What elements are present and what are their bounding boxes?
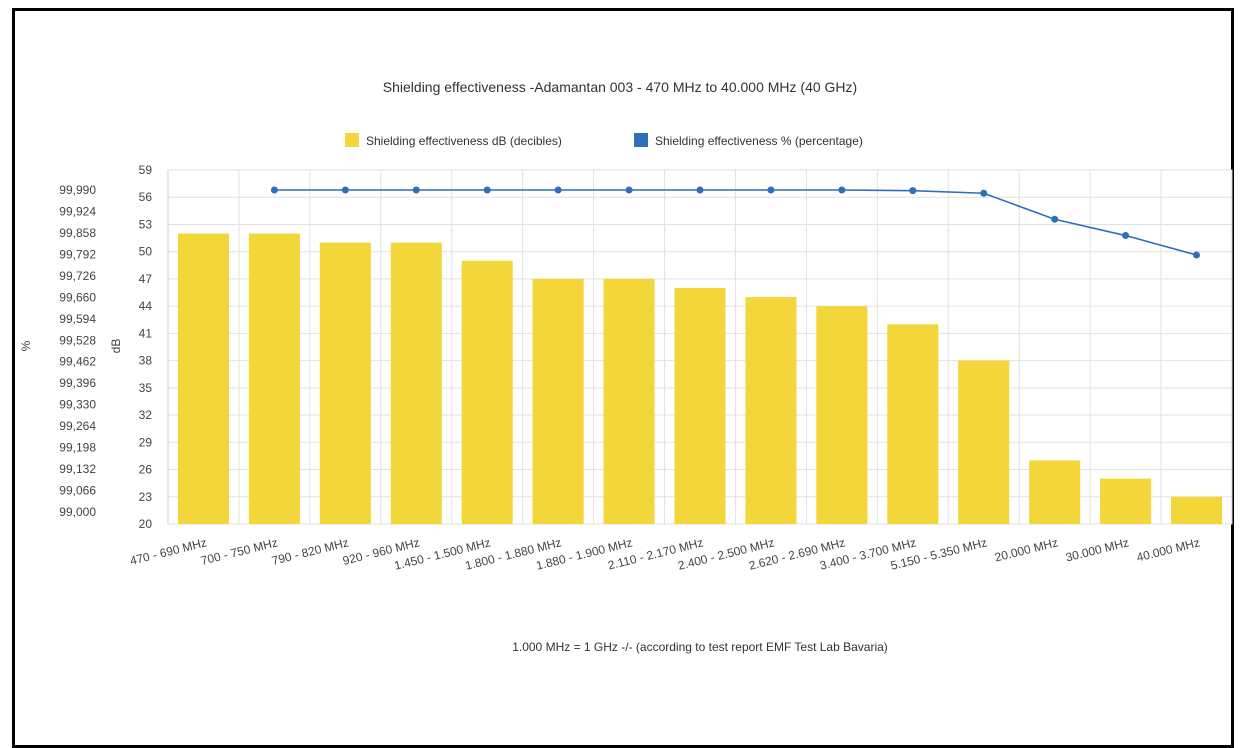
y-tick-percent: 99,924 — [59, 204, 96, 218]
y-tick-db: 44 — [139, 299, 153, 313]
bar[interactable] — [1029, 460, 1081, 524]
bar[interactable] — [461, 260, 513, 524]
y-tick-db: 59 — [139, 163, 153, 177]
y-tick-percent: 99,858 — [59, 226, 96, 240]
bar[interactable] — [745, 297, 797, 524]
y-tick-percent: 99,066 — [59, 484, 96, 498]
y-tick-db: 41 — [139, 326, 153, 340]
line-point[interactable] — [980, 189, 988, 197]
y-tick-percent: 99,660 — [59, 290, 96, 304]
legend-swatch-db — [345, 133, 359, 147]
line-point[interactable] — [483, 186, 491, 194]
y-tick-percent: 99,132 — [59, 462, 96, 476]
y-tick-db: 20 — [139, 517, 153, 531]
legend: Shielding effectiveness dB (decibles) Sh… — [345, 133, 863, 148]
y-tick-percent: 99,990 — [59, 183, 96, 197]
legend-swatch-percent — [634, 133, 648, 147]
bar[interactable] — [816, 306, 868, 524]
line-point[interactable] — [341, 186, 349, 194]
bar[interactable] — [390, 242, 442, 524]
bar[interactable] — [532, 278, 584, 524]
plot-area: 59 56 53 50 47 44 41 38 35 32 29 26 23 20 99,990 99,924… — [59, 163, 1233, 573]
line-point[interactable] — [696, 186, 704, 194]
bar[interactable] — [958, 360, 1010, 524]
line-point[interactable] — [412, 186, 420, 194]
y-tick-percent: 99,792 — [59, 247, 96, 261]
x-tick-label: 470 - 690 MHz — [128, 535, 208, 568]
y-tick-db: 29 — [139, 435, 153, 449]
x-tick-label: 30.000 MHz — [1064, 535, 1130, 564]
chart-footnote: 1.000 MHz = 1 GHz -/- (according to test… — [512, 640, 888, 654]
line-point[interactable] — [767, 186, 775, 194]
bar[interactable] — [319, 242, 371, 524]
y-tick-db: 53 — [139, 217, 153, 231]
line-point[interactable] — [1122, 232, 1130, 240]
y-tick-db: 23 — [139, 490, 153, 504]
y-tick-db: 35 — [139, 381, 153, 395]
y-tick-db: 38 — [139, 354, 153, 368]
line-point[interactable] — [1051, 215, 1059, 223]
bar[interactable] — [177, 233, 230, 525]
y-tick-percent: 99,462 — [59, 355, 96, 369]
y-tick-percent: 99,528 — [59, 333, 96, 347]
y-tick-db: 56 — [139, 190, 153, 204]
x-tick-label: 20.000 MHz — [993, 535, 1059, 564]
bar[interactable] — [1170, 496, 1223, 524]
y-tick-percent: 99,198 — [59, 441, 96, 455]
x-tick-label: 40.000 MHz — [1135, 535, 1201, 564]
line-point[interactable] — [625, 186, 633, 194]
line-point[interactable] — [838, 186, 846, 194]
bar[interactable] — [674, 288, 726, 524]
y-tick-db: 47 — [139, 272, 153, 286]
y-tick-percent: 99,000 — [59, 505, 96, 519]
y-tick-percent: 99,264 — [59, 419, 96, 433]
y-tick-db: 26 — [139, 463, 153, 477]
legend-label-db[interactable]: Shielding effectiveness dB (decibles) — [366, 134, 562, 148]
x-tick-label: 700 - 750 MHz — [199, 535, 279, 568]
y-axis-title-db: dB — [109, 339, 123, 354]
line-point[interactable] — [554, 186, 562, 194]
chart-title: Shielding effectiveness -Adamantan 003 -… — [383, 79, 857, 95]
legend-label-percent[interactable]: Shielding effectiveness % (percentage) — [655, 134, 863, 148]
bar[interactable] — [887, 324, 939, 524]
y-tick-percent: 99,330 — [59, 398, 96, 412]
line-point[interactable] — [1193, 251, 1201, 259]
bar[interactable] — [248, 233, 300, 525]
y-tick-percent: 99,594 — [59, 312, 96, 326]
bar[interactable] — [603, 278, 655, 524]
y-axis-title-percent: % — [19, 340, 33, 351]
line-point[interactable] — [270, 186, 278, 194]
y-tick-percent: 99,396 — [59, 376, 96, 390]
bar[interactable] — [1100, 478, 1152, 524]
y-tick-percent: 99,726 — [59, 269, 96, 283]
x-tick-label: 790 - 820 MHz — [270, 535, 350, 568]
line-point[interactable] — [909, 187, 917, 195]
series-line — [274, 189, 1197, 256]
y-tick-db: 50 — [139, 245, 153, 259]
y-tick-db: 32 — [139, 408, 153, 422]
